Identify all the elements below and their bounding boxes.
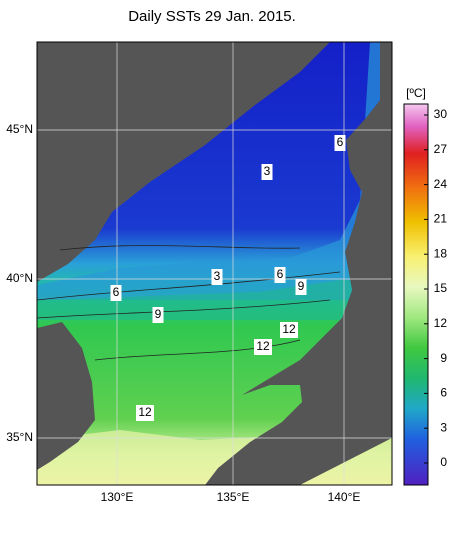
contour-label-box (274, 267, 286, 283)
contour-label-box (280, 322, 298, 338)
colorbar-tick-label: 24 (434, 177, 448, 191)
map (37, 42, 392, 485)
map-frame (36, 41, 393, 486)
colorbar-tick-label: 30 (434, 107, 448, 121)
lat-label: 40°N (6, 271, 33, 285)
colorbar-unit: [ºC] (406, 86, 426, 100)
colorbar-tick-label: 12 (434, 316, 448, 330)
contour-label: 12 (256, 339, 270, 353)
colorbar-tick-label: 18 (434, 246, 448, 260)
lon-label: 140°E (328, 490, 361, 504)
colorbar-tick-label: 15 (434, 281, 448, 295)
contour-label-box (295, 279, 307, 295)
lat-label: 45°N (6, 122, 33, 136)
contour-label: 9 (298, 279, 305, 293)
contour-label-box (254, 339, 272, 355)
lat-label: 35°N (6, 430, 33, 444)
colorbar (403, 103, 429, 486)
contour-label-box (152, 307, 164, 323)
contour-label: 12 (138, 405, 152, 419)
graticule (37, 42, 392, 485)
contour-label: 6 (113, 285, 120, 299)
contour-label: 6 (337, 135, 344, 149)
colorbar-tick-label: 6 (440, 386, 447, 400)
lon-label: 130°E (101, 490, 134, 504)
contours (37, 245, 341, 361)
contour-label-box (211, 269, 223, 285)
contour-label: 3 (214, 269, 221, 283)
lon-label: 135°E (217, 490, 250, 504)
colorbar-tick-label: 21 (434, 212, 448, 226)
contour-label: 12 (282, 322, 296, 336)
contour-label-box (261, 164, 273, 180)
contour-label-box (110, 285, 122, 301)
contour-label: 6 (277, 267, 284, 281)
colorbar-tick-label: 3 (440, 420, 447, 434)
colorbar-tick-label: 0 (440, 455, 447, 469)
title: Daily SSTs 29 Jan. 2015. (128, 8, 296, 25)
colorbar-tick-label: 9 (440, 351, 447, 365)
contour-label: 3 (264, 164, 271, 178)
colorbar-tick-label: 27 (434, 142, 448, 156)
contour-label-box (334, 135, 346, 151)
contour-label: 9 (155, 307, 162, 321)
contour-label-box (136, 405, 154, 421)
